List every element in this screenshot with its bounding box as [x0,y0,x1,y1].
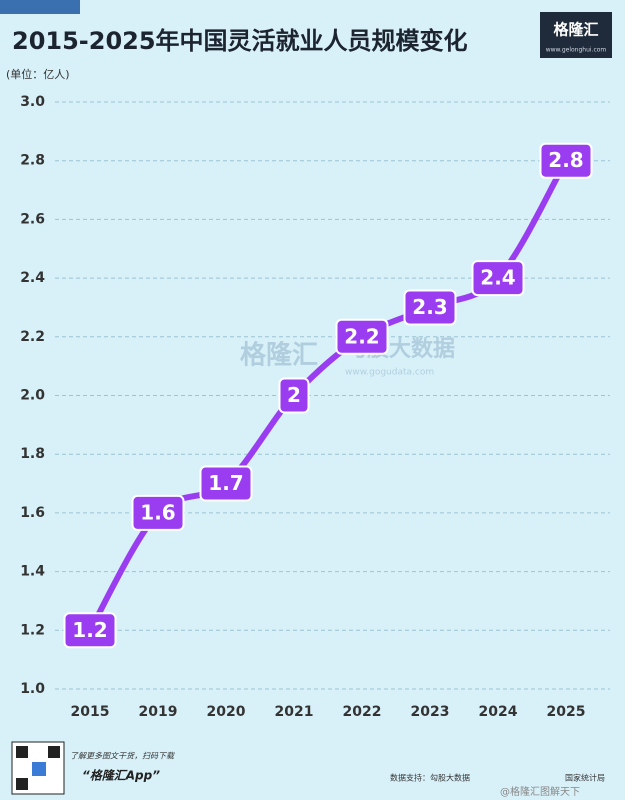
qr-corner [48,746,60,758]
y-tick-label: 1.8 [20,446,45,462]
qr-corner [16,778,28,790]
footer-weibo: @格隆汇图解天下 [500,785,580,798]
data-label-text: 2.8 [548,148,583,172]
x-tick-label: 2025 [547,704,586,720]
logo-url: www.gelonghui.com [546,47,607,54]
y-tick-label: 2.6 [20,211,45,227]
data-label: 2.3 [403,289,457,326]
watermark-url: www.gogudata.com [345,368,434,378]
y-tick-label: 1.6 [20,505,45,521]
footer-app: “格隆汇App” [82,769,160,783]
data-label-box [131,494,185,531]
footer-source: 数据支持：勾股大数据 [390,773,470,783]
y-axis-label: (单位：亿人) [6,67,70,81]
data-label-box [403,289,457,326]
data-label: 2.8 [539,142,593,179]
data-label-box [278,377,310,414]
y-tick-label: 2.2 [20,329,45,345]
x-tick-label: 2020 [207,704,246,720]
data-label-box [335,318,389,355]
logo-name: 格隆汇 [553,21,598,39]
x-tick-label: 2024 [479,704,518,720]
x-tick-label: 2022 [343,704,382,720]
corner-decor [0,0,80,14]
y-tick-label: 1.2 [20,622,45,638]
logo-box [540,12,612,58]
qr-corner [16,746,28,758]
brand-logo: 格隆汇 www.gelonghui.com [540,12,612,58]
data-label-text: 1.2 [72,618,107,642]
x-tick-label: 2021 [275,704,314,720]
data-label-text: 2.3 [412,295,447,319]
data-label-text: 2.2 [344,324,379,348]
data-label: 2.2 [335,318,389,355]
data-label-text: 1.6 [140,500,175,524]
x-tick-label: 2019 [139,704,178,720]
data-label: 2 [278,377,310,414]
data-label-text: 2 [287,383,301,407]
data-label: 1.6 [131,494,185,531]
y-tick-label: 2.4 [20,270,45,286]
y-tick-label: 2.8 [20,153,45,169]
data-label-box [539,142,593,179]
qr-logo [32,762,46,776]
x-tick-label: 2023 [411,704,450,720]
y-tick-label: 2.0 [20,388,45,404]
x-tick-label: 2015 [71,704,110,720]
data-label-text: 2.4 [480,266,515,290]
chart-title: 2015-2025年中国灵活就业人员规模变化 [12,27,468,55]
data-label: 1.7 [199,465,253,502]
data-label: 2.4 [471,260,525,297]
y-tick-label: 3.0 [20,94,45,110]
data-label: 1.2 [63,612,117,649]
y-tick-label: 1.0 [20,681,45,697]
y-tick-label: 1.4 [20,564,45,580]
footer-source2: 国家统计局 [565,773,605,783]
footer-promo: 了解更多图文干货，扫码下载 [70,752,175,761]
data-label-text: 1.7 [208,471,243,495]
data-label-box [63,612,117,649]
data-label-box [199,465,253,502]
watermark-left: 格隆汇 [240,340,318,371]
data-label-box [471,260,525,297]
qr-code [11,741,65,795]
